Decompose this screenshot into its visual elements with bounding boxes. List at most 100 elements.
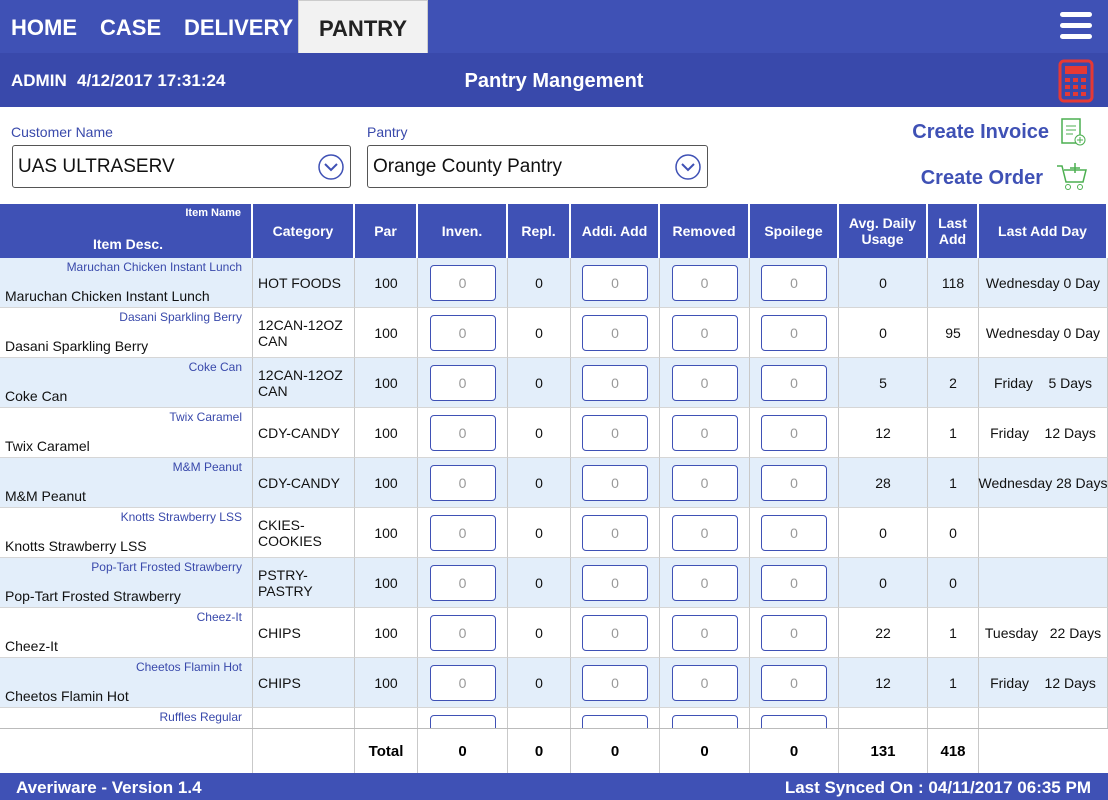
inven-input[interactable]: 0 xyxy=(429,714,496,728)
inven-input[interactable]: 0 xyxy=(429,564,496,601)
addi-add-input[interactable]: 0 xyxy=(582,414,648,451)
removed-input[interactable]: 0 xyxy=(671,264,738,301)
removed-input[interactable]: 0 xyxy=(671,364,738,401)
last-add: 0 xyxy=(949,524,957,541)
pantry-select[interactable]: Orange County Pantry xyxy=(367,145,708,188)
addi-add-input[interactable]: 0 xyxy=(582,564,648,601)
spoilege-input[interactable]: 0 xyxy=(761,264,827,301)
calculator-icon[interactable] xyxy=(1058,59,1094,103)
inven-cell: 0 xyxy=(418,708,508,728)
total-last-add: 418 xyxy=(940,742,966,760)
removed-input[interactable]: 0 xyxy=(671,464,738,501)
removed-input[interactable]: 0 xyxy=(671,664,738,701)
item-cell: Twix Caramel Twix Caramel xyxy=(0,408,253,458)
item-name: Pop-Tart Frosted Strawberry xyxy=(91,560,242,574)
table-row[interactable]: Cheez-It Cheez-It CHIPS 100 0 0 0 0 0 22 1 Tuesday … xyxy=(0,608,1108,658)
inven-input[interactable]: 0 xyxy=(429,664,496,701)
removed-input[interactable]: 0 xyxy=(671,564,738,601)
inven-input[interactable]: 0 xyxy=(429,264,496,301)
cart-icon[interactable] xyxy=(1055,160,1089,194)
removed-input[interactable]: 0 xyxy=(671,314,738,351)
header-cell: Inven. xyxy=(418,204,508,258)
input-value: 0 xyxy=(700,324,709,341)
inven-input[interactable]: 0 xyxy=(429,314,496,351)
inven-input[interactable]: 0 xyxy=(429,364,496,401)
inven-input[interactable]: 0 xyxy=(429,414,496,451)
last-add-cell: 1 xyxy=(928,608,979,658)
addi-add-cell: 0 xyxy=(571,358,660,408)
total-cell: 0 xyxy=(660,729,750,773)
spoilege-cell: 0 xyxy=(750,708,839,728)
spoilege-cell: 0 xyxy=(750,458,839,508)
spoilege-input[interactable]: 0 xyxy=(761,664,827,701)
inven-input[interactable]: 0 xyxy=(429,514,496,551)
create-invoice[interactable]: Create Invoice xyxy=(912,121,1049,143)
column-header: Last Add Day xyxy=(998,223,1087,239)
input-value: 0 xyxy=(458,624,467,641)
input-value: 0 xyxy=(700,274,709,291)
input-value: 0 xyxy=(458,524,467,541)
spoilege-input[interactable]: 0 xyxy=(761,364,827,401)
input-value: 0 xyxy=(700,624,709,641)
addi-add-input[interactable]: 0 xyxy=(582,464,648,501)
spoilege-input[interactable]: 0 xyxy=(761,714,827,728)
spoilege-input[interactable]: 0 xyxy=(761,414,827,451)
spoilege-input[interactable]: 0 xyxy=(761,314,827,351)
input-value: 0 xyxy=(458,274,467,291)
nav-tab[interactable]: CASE xyxy=(100,15,162,40)
last-add-day-cell: Friday 5 Days xyxy=(979,358,1108,408)
menu-icon[interactable] xyxy=(1058,10,1094,42)
addi-add-input[interactable]: 0 xyxy=(582,514,648,551)
addi-add-input[interactable]: 0 xyxy=(582,264,648,301)
inven-input[interactable]: 0 xyxy=(429,464,496,501)
spoilege-input[interactable]: 0 xyxy=(761,564,827,601)
addi-add-cell: 0 xyxy=(571,608,660,658)
addi-add-input[interactable]: 0 xyxy=(582,314,648,351)
removed-input[interactable]: 0 xyxy=(671,614,738,651)
customer-value: UAS ULTRASERV xyxy=(18,156,175,177)
input-value: 0 xyxy=(611,274,619,291)
nav-tab[interactable]: DELIVERY xyxy=(184,15,294,40)
table-row[interactable]: Ruffles RegularRuffles RegularCHIPS10000… xyxy=(0,708,1108,728)
input-value: 0 xyxy=(790,424,798,441)
removed-input[interactable]: 0 xyxy=(671,414,738,451)
customer-select[interactable]: UAS ULTRASERV xyxy=(12,145,351,188)
footer-bar: Averiware - Version 1.4 Last Synced On :… xyxy=(0,773,1108,800)
addi-add-input[interactable]: 0 xyxy=(582,364,648,401)
item-cell: Cheez-It Cheez-It xyxy=(0,608,253,658)
removed-input[interactable]: 0 xyxy=(671,514,738,551)
item-name: M&M Peanut xyxy=(172,460,242,474)
last-add-day: Friday 12 Days xyxy=(990,424,1096,441)
spoilege-input[interactable]: 0 xyxy=(761,614,827,651)
last-add-day-cell: Wednesday 0 Day xyxy=(979,258,1108,308)
addi-add-input[interactable]: 0 xyxy=(582,614,648,651)
repl: 0 xyxy=(535,324,543,341)
removed-input[interactable]: 0 xyxy=(671,714,738,728)
table-row[interactable]: Knotts Strawberry LSS Knotts Strawberry L… xyxy=(0,508,1108,558)
header-cell: Last Add xyxy=(928,204,979,258)
inven-input[interactable]: 0 xyxy=(429,614,496,651)
table-row[interactable]: M&M Peanut M&M Peanut CDY-CANDY 100 0 0 0 0 0 28 1… xyxy=(0,458,1108,508)
nav-tab[interactable]: PANTRY xyxy=(298,0,428,53)
table-row[interactable]: Dasani Sparkling Berry Dasani Sparkling B… xyxy=(0,308,1108,358)
repl-cell: 0 xyxy=(508,508,571,558)
addi-add-cell: 0 xyxy=(571,408,660,458)
column-header: Item Desc. xyxy=(93,236,164,252)
addi-add-input[interactable]: 0 xyxy=(582,664,648,701)
table-row[interactable]: Cheetos Flamin Hot Cheetos Flamin Hot CHIP… xyxy=(0,658,1108,708)
spoilege-input[interactable]: 0 xyxy=(761,464,827,501)
input-value: 0 xyxy=(611,324,619,341)
nav-tab[interactable]: HOME xyxy=(11,15,77,40)
total-cell: 0 xyxy=(571,729,660,773)
addi-add-input[interactable]: 0 xyxy=(582,714,648,728)
table-row[interactable]: Pop-Tart Frosted Strawberry Pop-Tart Fros… xyxy=(0,558,1108,608)
table-row[interactable]: Maruchan Chicken Instant Lunch Maruchan C… xyxy=(0,258,1108,308)
spoilege-input[interactable]: 0 xyxy=(761,514,827,551)
table-row[interactable]: Twix Caramel Twix Caramel CDY-CANDY 100 0 0 0 0… xyxy=(0,408,1108,458)
create-order[interactable]: Create Order xyxy=(920,167,1043,189)
invoice-icon[interactable] xyxy=(1060,117,1086,147)
table-row[interactable]: Coke Can Coke Can 12CAN-12OZ CAN 100 0 0 0 0 0 5 2… xyxy=(0,358,1108,408)
item-desc: Maruchan Chicken Instant Lunch xyxy=(5,288,210,304)
item-desc: Cheez-It xyxy=(5,638,58,654)
